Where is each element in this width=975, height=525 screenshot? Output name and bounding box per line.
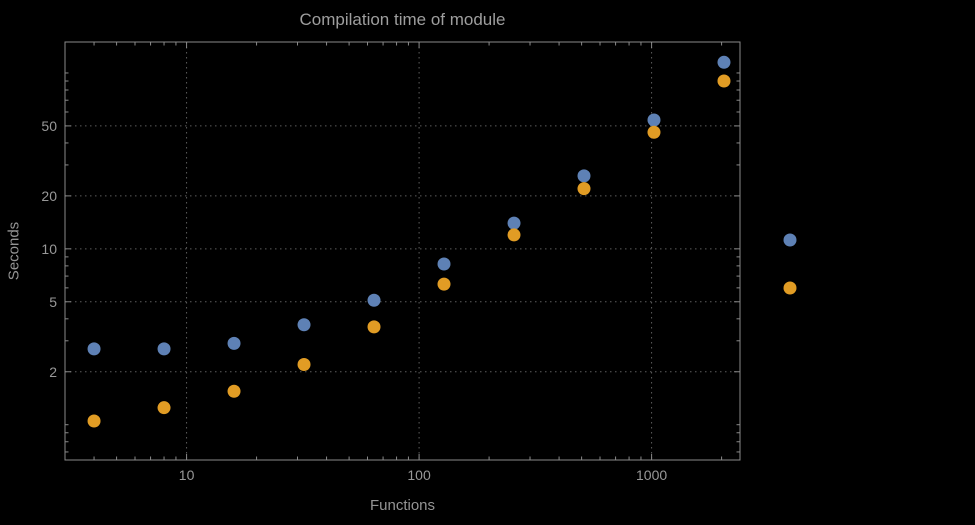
data-point-series-2 (157, 401, 171, 415)
data-point-series-2 (647, 125, 661, 139)
data-point-series-1 (717, 55, 731, 69)
data-point-series-2 (367, 320, 381, 334)
x-tick-label: 1000 (636, 467, 667, 483)
data-point-series-2 (437, 277, 451, 291)
y-tick-label: 5 (49, 294, 57, 310)
data-point-series-2 (717, 74, 731, 88)
data-point-series-1 (647, 113, 661, 127)
data-point-series-2 (507, 228, 521, 242)
x-tick-label: 10 (179, 467, 195, 483)
data-point-series-1 (437, 257, 451, 271)
data-point-series-2 (227, 384, 241, 398)
legend-marker-series-1 (783, 233, 797, 247)
x-axis-label: Functions (369, 497, 436, 514)
data-point-series-1 (297, 318, 311, 332)
y-tick-label: 20 (41, 188, 57, 204)
y-tick-label: 50 (41, 118, 57, 134)
y-axis-label: Seconds (5, 221, 23, 281)
data-point-series-2 (577, 182, 591, 196)
data-point-series-1 (227, 336, 241, 350)
data-point-series-1 (157, 342, 171, 356)
data-point-series-1 (577, 169, 591, 183)
data-point-series-2 (87, 414, 101, 428)
chart-title: Compilation time of module (299, 10, 506, 29)
y-tick-label: 2 (49, 364, 57, 380)
data-point-series-2 (297, 357, 311, 371)
data-point-series-1 (507, 216, 521, 230)
x-tick-label: 100 (407, 467, 431, 483)
y-tick-label: 10 (41, 241, 57, 257)
data-point-series-1 (87, 342, 101, 356)
data-point-series-1 (367, 293, 381, 307)
plot-frame (64, 41, 741, 461)
legend-marker-series-2 (783, 281, 797, 295)
